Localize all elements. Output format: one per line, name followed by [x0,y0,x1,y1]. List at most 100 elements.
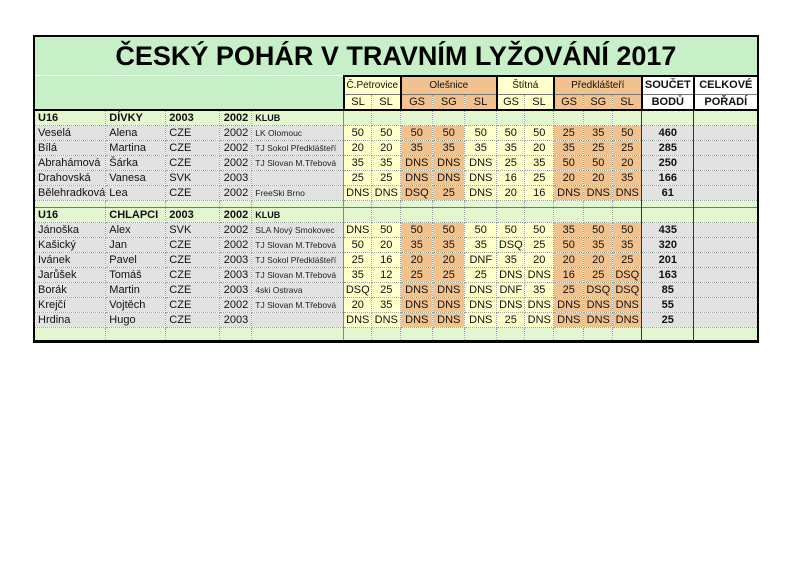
total-points-header-line2: BODŮ [640,94,695,111]
overall-rank-cell [693,140,759,156]
total-points-cell: 166 [641,170,695,186]
empty-cell [524,327,555,342]
empty-cell [219,200,253,208]
score-cell: 25 [371,170,402,186]
score-cell: DNS [553,185,585,201]
race-label: GS [495,94,526,111]
surname-cell: Kašický [33,237,107,253]
overall-rank-cell [693,267,759,283]
score-cell: 35 [371,297,402,313]
score-cell: DNS [464,312,498,328]
score-cell: DNS [432,297,466,313]
section-year2: 2002 [219,207,253,223]
empty-cell [583,109,614,126]
section-year2: 2002 [219,109,253,126]
score-cell: 25 [343,252,373,268]
club-cell: TJ Slovan M.Třebová [251,155,345,171]
empty-cell [219,327,253,342]
score-cell: 25 [553,282,585,298]
club-cell: TJ Slovan M.Třebová [251,267,345,283]
race-label: SG [432,94,466,111]
score-cell: DSQ [612,267,643,283]
score-cell: DNF [464,252,498,268]
overall-rank-header: CELKOVÉ [692,75,759,95]
total-points-cell: 320 [641,237,695,253]
birthyear-cell: 2002 [219,222,253,238]
empty-cell [693,200,759,208]
score-cell: 50 [432,125,466,141]
birthyear-cell: 2003 [219,170,253,186]
score-cell: 50 [496,125,526,141]
birthyear-cell: 2002 [219,185,253,201]
results-table-body: ČESKÝ POHÁR V TRAVNÍM LYŽOVÁNÍ 2017 Č.Pet… [33,35,759,342]
empty-cell [371,207,402,223]
score-cell: DNS [400,155,434,171]
score-cell: DNF [496,282,526,298]
score-cell: DNS [524,297,555,313]
score-cell: DNS [612,312,643,328]
score-cell: 50 [583,222,614,238]
empty-cell [33,327,107,342]
nation-cell: SVK [165,222,221,238]
empty-cell [693,327,759,342]
header-left-spacer [33,76,345,111]
score-cell: DNS [464,185,498,201]
score-cell: DNS [432,155,466,171]
nation-cell: CZE [165,312,221,328]
total-points-cell: 61 [641,185,695,201]
venue-header: Štítná [495,75,555,95]
surname-cell: Jánoška [33,222,107,238]
overall-rank-header-line2: POŘADÍ [692,94,759,111]
club-cell: FreeSki Brno [251,185,345,201]
surname-cell: Ivánek [33,252,107,268]
empty-cell [641,327,695,342]
score-cell: 50 [464,222,498,238]
score-cell: 50 [524,125,555,141]
firstname-cell: Lea [105,185,167,201]
score-cell: DNS [432,312,466,328]
score-cell: 20 [343,140,373,156]
nation-cell: CZE [165,282,221,298]
birthyear-cell: 2002 [219,155,253,171]
score-cell: 35 [464,237,498,253]
score-cell: 50 [371,125,402,141]
empty-cell [432,109,466,126]
firstname-cell: Šárka [105,155,167,171]
empty-cell [105,327,167,342]
race-label: SL [342,94,373,111]
nation-cell: CZE [165,125,221,141]
empty-cell [371,327,402,342]
score-cell: 25 [583,140,614,156]
score-cell: DNS [400,170,434,186]
score-cell: 12 [371,267,402,283]
firstname-cell: Martin [105,282,167,298]
empty-cell [400,200,434,208]
club-cell: SLA Nový Smokovec [251,222,345,238]
score-cell: DNS [464,297,498,313]
overall-rank-cell [693,185,759,201]
score-cell: DNS [343,185,373,201]
score-cell: 25 [612,140,643,156]
score-cell: DNS [432,282,466,298]
score-cell: 35 [496,140,526,156]
empty-cell [641,200,695,208]
page-title: ČESKÝ POHÁR V TRAVNÍM LYŽOVÁNÍ 2017 [33,35,759,76]
score-cell: 50 [553,237,585,253]
total-points-cell: 250 [641,155,695,171]
club-column-header: KLUB [251,109,345,126]
score-cell: 16 [524,185,555,201]
empty-cell [553,207,585,223]
birthyear-cell: 2002 [219,237,253,253]
empty-cell [371,200,402,208]
score-cell: 20 [371,140,402,156]
score-cell: 16 [371,252,402,268]
club-cell: TJ Sokol Předklášteří [251,252,345,268]
score-cell: 35 [524,155,555,171]
race-label: SL [371,94,402,111]
score-cell: 50 [400,125,434,141]
score-cell: 35 [400,237,434,253]
score-cell: 20 [583,252,614,268]
birthyear-cell: 2002 [219,140,253,156]
club-cell: TJ Sokol Předklášteří [251,140,345,156]
empty-cell [165,327,221,342]
